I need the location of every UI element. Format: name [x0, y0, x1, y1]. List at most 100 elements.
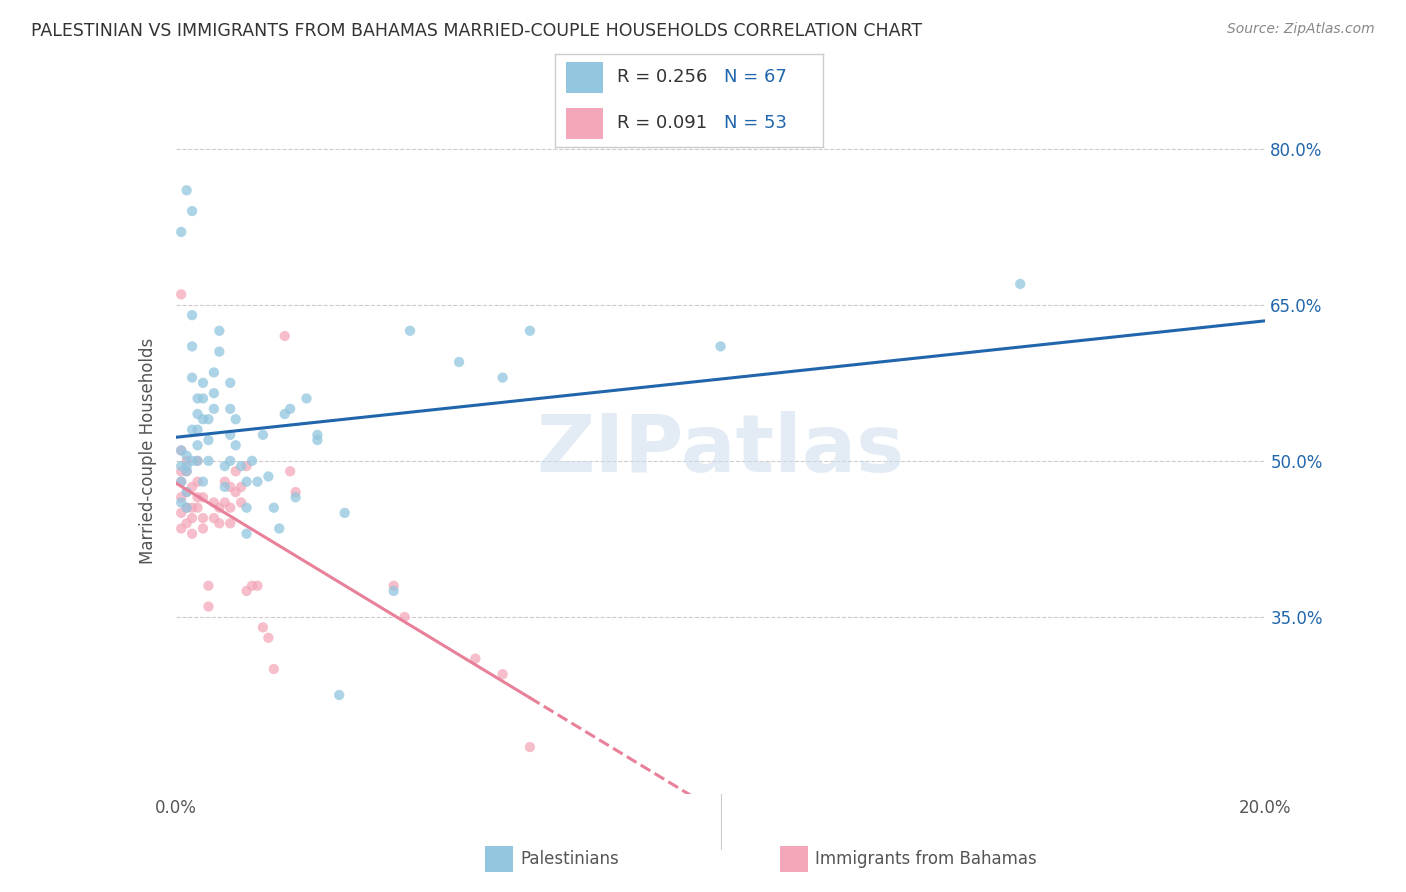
Point	[240, 454, 263, 468]
Point	[231, 495, 253, 509]
Point	[235, 526, 257, 541]
Point	[186, 423, 209, 437]
Point	[208, 344, 231, 359]
Point	[186, 490, 209, 504]
Point	[519, 324, 541, 338]
Point	[231, 480, 253, 494]
Point	[284, 485, 307, 500]
Point	[219, 500, 242, 515]
Point	[219, 480, 242, 494]
Point	[181, 204, 204, 219]
Point	[257, 469, 280, 483]
Point	[284, 490, 307, 504]
Text: R = 0.256: R = 0.256	[617, 69, 707, 87]
Y-axis label: Married-couple Households: Married-couple Households	[139, 337, 157, 564]
Text: ZIPatlas: ZIPatlas	[537, 411, 904, 490]
Point	[214, 458, 236, 473]
Point	[191, 490, 214, 504]
Point	[219, 454, 242, 468]
Point	[176, 500, 198, 515]
Point	[202, 401, 225, 416]
Point	[176, 183, 198, 197]
Point	[176, 464, 198, 478]
Point	[170, 287, 193, 301]
Text: Source: ZipAtlas.com: Source: ZipAtlas.com	[1227, 22, 1375, 37]
Point	[176, 485, 198, 500]
Point	[219, 401, 242, 416]
Point	[191, 376, 214, 390]
Point	[181, 500, 204, 515]
Point	[1010, 277, 1032, 291]
Point	[197, 599, 219, 614]
Text: N = 67: N = 67	[724, 69, 786, 87]
Point	[263, 662, 285, 676]
Point	[269, 521, 291, 535]
Point	[219, 516, 242, 531]
Point	[202, 495, 225, 509]
Point	[307, 427, 329, 442]
Point	[170, 475, 193, 489]
Point	[382, 583, 405, 598]
Point	[307, 433, 329, 447]
Point	[333, 506, 356, 520]
Point	[382, 579, 405, 593]
Point	[208, 324, 231, 338]
Point	[214, 475, 236, 489]
Point	[492, 667, 515, 681]
Point	[176, 464, 198, 478]
Point	[257, 631, 280, 645]
Point	[181, 370, 204, 384]
Point	[197, 412, 219, 426]
Bar	[567, 62, 603, 93]
Point	[464, 651, 486, 665]
Point	[170, 495, 193, 509]
Point	[394, 610, 416, 624]
Point	[176, 516, 198, 531]
Point	[170, 464, 193, 478]
Point	[246, 475, 269, 489]
Point	[202, 386, 225, 401]
Point	[214, 480, 236, 494]
Point	[219, 427, 242, 442]
Point	[235, 458, 257, 473]
Point	[278, 401, 301, 416]
Point	[170, 443, 193, 458]
Point	[181, 526, 204, 541]
Point	[202, 511, 225, 525]
Point	[208, 516, 231, 531]
Point	[170, 475, 193, 489]
Point	[492, 370, 515, 384]
Point	[186, 438, 209, 452]
Point	[176, 454, 198, 468]
Point	[225, 464, 247, 478]
Text: N = 53: N = 53	[724, 114, 787, 132]
Point	[246, 579, 269, 593]
Point	[225, 412, 247, 426]
Point	[214, 495, 236, 509]
Point	[186, 392, 209, 406]
Point	[202, 365, 225, 379]
Point	[252, 427, 274, 442]
Point	[235, 475, 257, 489]
Point	[186, 407, 209, 421]
Point	[295, 392, 318, 406]
Point	[186, 454, 209, 468]
Point	[181, 454, 204, 468]
Point	[186, 454, 209, 468]
Point	[197, 454, 219, 468]
Text: R = 0.091: R = 0.091	[617, 114, 707, 132]
Point	[263, 500, 285, 515]
Point	[181, 308, 204, 322]
Point	[191, 511, 214, 525]
Point	[170, 225, 193, 239]
Point	[219, 376, 242, 390]
Text: PALESTINIAN VS IMMIGRANTS FROM BAHAMAS MARRIED-COUPLE HOUSEHOLDS CORRELATION CHA: PALESTINIAN VS IMMIGRANTS FROM BAHAMAS M…	[31, 22, 922, 40]
Point	[176, 500, 198, 515]
Point	[191, 392, 214, 406]
Point	[225, 485, 247, 500]
Point	[519, 739, 541, 754]
Point	[181, 480, 204, 494]
Point	[197, 579, 219, 593]
Point	[176, 449, 198, 463]
Bar	[567, 108, 603, 139]
